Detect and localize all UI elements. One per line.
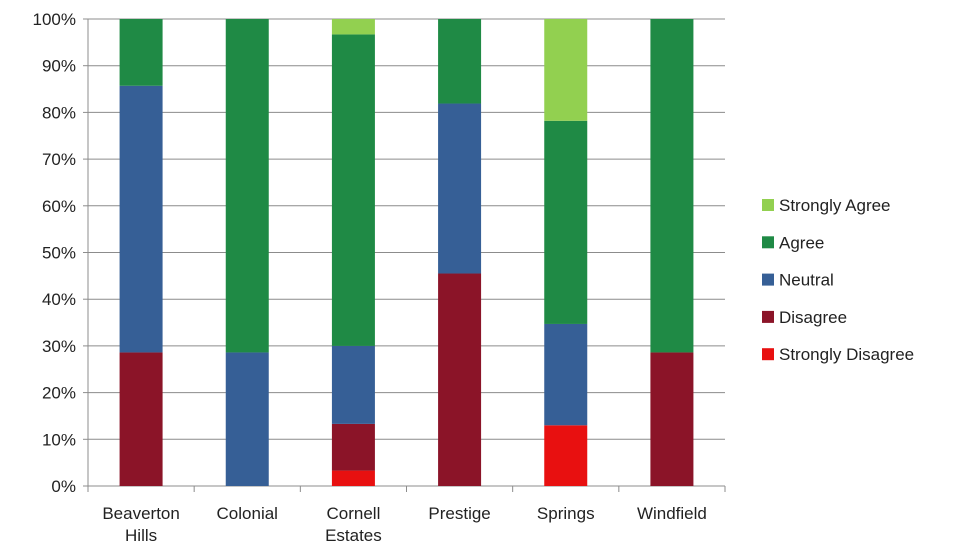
axis-labels: 0% 10% 20% 30% 40% 50% 60% 70% 80% 90% 100% Beavert…	[33, 10, 707, 545]
bar-segment-strongly-agree	[544, 19, 588, 121]
bar-segment-agree	[225, 19, 269, 353]
legend-swatch	[762, 348, 774, 361]
axes	[83, 18, 726, 492]
x-tick-label: Colonial	[217, 504, 278, 523]
bar-segment-neutral	[331, 345, 375, 424]
bar-segment-neutral	[225, 352, 269, 486]
bar-segment-agree	[438, 19, 482, 104]
legend-swatch	[762, 310, 774, 323]
bar-segment-disagree	[438, 273, 482, 486]
y-tick-label: 100%	[33, 10, 76, 29]
bar-segment-disagree	[119, 352, 163, 486]
y-tick-label: 40%	[42, 290, 76, 309]
legend-swatch	[762, 236, 774, 249]
gridlines	[88, 18, 725, 487]
bar-segment-neutral	[119, 85, 163, 353]
legend-swatch	[762, 273, 774, 286]
y-tick-label: 70%	[42, 150, 76, 169]
legend-label: Disagree	[779, 308, 847, 327]
bar-segment-strongly-disagree	[331, 470, 375, 486]
bar-segment-strongly-disagree	[544, 425, 588, 486]
legend: Strongly Agree Agree Neutral Disagree Strong…	[762, 196, 914, 364]
x-tick-label: Prestige	[428, 504, 490, 523]
y-tick-label: 30%	[42, 337, 76, 356]
bar-segment-agree	[650, 19, 694, 353]
x-tick-label: Hills	[125, 526, 157, 545]
legend-label: Neutral	[779, 271, 834, 290]
bar-segment-disagree	[650, 352, 694, 486]
bars	[119, 19, 694, 486]
bar-segment-agree	[119, 19, 163, 86]
legend-label: Strongly Agree	[779, 196, 891, 215]
x-tick-label: Windfield	[637, 504, 707, 523]
legend-swatch	[762, 199, 774, 211]
bar-segment-agree	[331, 34, 375, 346]
x-tick-label: Beaverton	[102, 504, 180, 523]
legend-label: Strongly Disagree	[779, 345, 914, 364]
bar-segment-neutral	[544, 323, 588, 426]
x-tick-label: Springs	[537, 504, 595, 523]
x-tick-label: Cornell	[326, 504, 380, 523]
y-tick-label: 80%	[42, 103, 76, 122]
y-tick-label: 50%	[42, 244, 76, 263]
legend-label: Agree	[779, 233, 824, 252]
y-tick-label: 10%	[42, 430, 76, 449]
bar-segment-agree	[544, 120, 588, 324]
x-tick-label: Estates	[325, 526, 382, 545]
y-tick-label: 20%	[42, 384, 76, 403]
y-tick-label: 0%	[51, 477, 76, 496]
y-tick-label: 90%	[42, 57, 76, 76]
bar-segment-disagree	[331, 423, 375, 471]
bar-segment-strongly-agree	[331, 19, 375, 35]
y-tick-label: 60%	[42, 197, 76, 216]
bar-segment-neutral	[438, 103, 482, 274]
